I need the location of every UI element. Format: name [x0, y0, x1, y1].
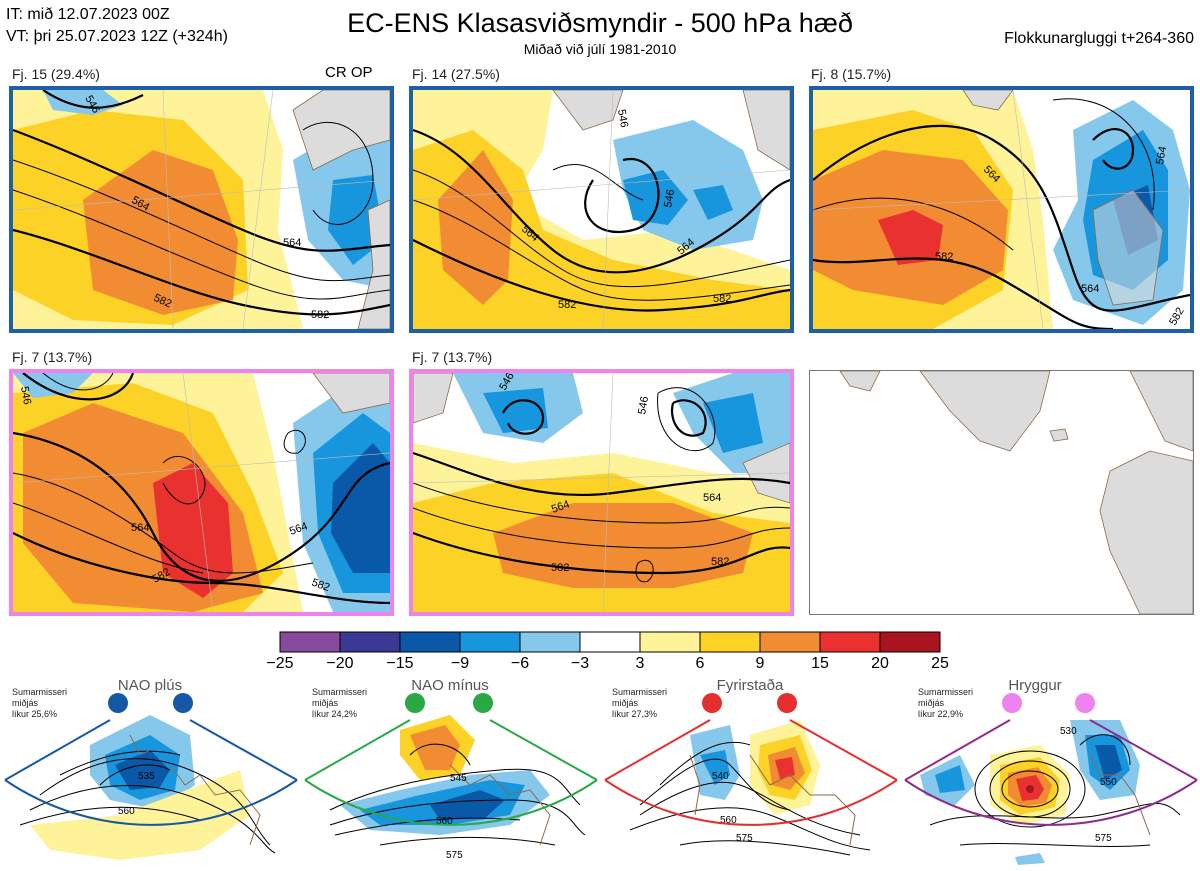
- regime-dot: [405, 693, 425, 713]
- regime-dot: [108, 693, 128, 713]
- contour-label: 564: [283, 237, 301, 249]
- init-time: IT: mið 12.07.2023 00Z: [6, 6, 170, 23]
- valid-time: VT: þri 25.07.2023 12Z (+324h): [6, 28, 228, 45]
- cluster-map-5: 546 546 564 564 582 582: [409, 369, 794, 616]
- contour-label: 575: [446, 850, 463, 861]
- colorbar-cell: [699, 631, 761, 653]
- empty-map-panel: [809, 370, 1194, 615]
- cluster-map-2: 546 546 564 564 582 582: [409, 86, 794, 333]
- regime-ridge: Hryggur Sumarmisseri miðjás líkur 22,9% …: [900, 675, 1200, 871]
- regime-nao-plus: NAO plús Sumarmisseri miðjás líkur 25,6%…: [0, 675, 300, 871]
- contour-label: 582: [935, 251, 953, 263]
- colorbar-cell: [519, 631, 581, 653]
- contour-label: 564: [1154, 145, 1169, 165]
- regime-info: Sumarmisseri miðjás líkur 27,3%: [612, 687, 668, 719]
- colorbar-cell: [819, 631, 881, 653]
- classification-window: Flokkunargluggi t+264-360: [1004, 30, 1194, 47]
- regime-dot: [702, 693, 722, 713]
- cluster-map-3: 564 564 582 564 582: [809, 86, 1194, 333]
- colorbar-tick-label: −9: [450, 655, 470, 672]
- panel-1-badge: CR OP: [325, 64, 373, 81]
- contour-label: 560: [720, 815, 737, 826]
- regime-dot: [473, 693, 493, 713]
- cluster-map-1: 564 564 582 582 546: [9, 86, 394, 333]
- panel-1-label: Fj. 15 (29.4%): [12, 66, 100, 82]
- regime-blocking: Fyrirstaða Sumarmisseri miðjás líkur 27,…: [600, 675, 900, 871]
- colorbar-cell: [579, 631, 641, 653]
- panel-3-label: Fj. 8 (15.7%): [811, 66, 892, 82]
- regime-info: Sumarmisseri miðjás líkur 24,2%: [312, 687, 368, 719]
- regime-name: Fyrirstaða: [716, 677, 784, 694]
- colorbar-cell: [279, 631, 341, 653]
- colorbar-tick-label: 6: [695, 655, 705, 672]
- colorbar-tick-label: 15: [811, 655, 829, 672]
- contour-label: 582: [311, 309, 329, 321]
- colorbar-tick-label: −20: [326, 655, 354, 672]
- contour-label: 540: [712, 771, 729, 782]
- regime-name: NAO plús: [117, 677, 183, 694]
- contour-label: 530: [1060, 726, 1077, 737]
- contour-label: 582: [558, 299, 576, 311]
- contour-label: 582: [713, 293, 731, 305]
- contour-label: 546: [615, 108, 630, 128]
- contour-label: 564: [288, 520, 309, 538]
- regime-info: Sumarmisseri miðjás líkur 22,9%: [918, 687, 974, 719]
- colorbar-tick-label: 3: [635, 655, 645, 672]
- contour-label: 575: [736, 833, 753, 844]
- contour-label: 564: [703, 492, 721, 504]
- contour-label: 560: [118, 806, 135, 817]
- contour-label: 564: [550, 498, 571, 516]
- regime-name: NAO mínus: [411, 677, 489, 694]
- colorbar-cell: [759, 631, 821, 653]
- contour-label: 582: [310, 577, 331, 595]
- contour-label: 546: [18, 385, 33, 405]
- regime-dot: [1002, 693, 1022, 713]
- colorbar-cell: [639, 631, 701, 653]
- contour-label: 535: [138, 771, 155, 782]
- colorbar-cell: [459, 631, 521, 653]
- colorbar-tick-label: 20: [871, 655, 889, 672]
- colorbar-tick-label: −6: [510, 655, 530, 672]
- regime-name: Hryggur: [1008, 677, 1062, 694]
- regime-dot: [777, 693, 797, 713]
- panel-2-label: Fj. 14 (27.5%): [412, 66, 500, 82]
- contour-label: 550: [1100, 777, 1117, 788]
- contour-label: 546: [662, 188, 677, 208]
- contour-label: 560: [436, 816, 453, 827]
- contour-label: 564: [131, 522, 149, 534]
- colorbar-cell: [879, 631, 941, 653]
- page-subtitle: Miðað við júlí 1981-2010: [523, 41, 677, 57]
- colorbar-tick-label: 9: [755, 655, 765, 672]
- page-title: EC-ENS Klasasviðsmyndir - 500 hPa hæð: [347, 8, 853, 38]
- contour-label: 545: [450, 773, 467, 784]
- colorbar-tick-label: −3: [570, 655, 590, 672]
- contour-label: 582: [711, 556, 729, 568]
- regime-info: Sumarmisseri miðjás líkur 25,6%: [12, 687, 68, 719]
- contour-label: 546: [636, 395, 651, 415]
- regime-nao-minus: NAO mínus Sumarmisseri miðjás líkur 24,2…: [300, 675, 600, 871]
- regime-dot: [173, 693, 193, 713]
- anomaly-colorbar: [279, 631, 941, 653]
- header-info: IT: mið 12.07.2023 00Z VT: þri 25.07.202…: [6, 4, 228, 48]
- colorbar-tick-label: −25: [266, 655, 294, 672]
- colorbar-tick-label: −15: [386, 655, 414, 672]
- colorbar-tick-label: 25: [931, 655, 949, 672]
- contour-label: 564: [1081, 283, 1099, 295]
- contour-label: 582: [551, 562, 569, 574]
- panel-4-label: Fj. 7 (13.7%): [12, 349, 93, 365]
- cluster-map-4: 564 564 582 582 546: [9, 369, 394, 616]
- regime-dot: [1075, 693, 1095, 713]
- colorbar-cell: [339, 631, 401, 653]
- panel-5-label: Fj. 7 (13.7%): [412, 349, 493, 365]
- contour-label: 575: [1095, 833, 1112, 844]
- colorbar-cell: [399, 631, 461, 653]
